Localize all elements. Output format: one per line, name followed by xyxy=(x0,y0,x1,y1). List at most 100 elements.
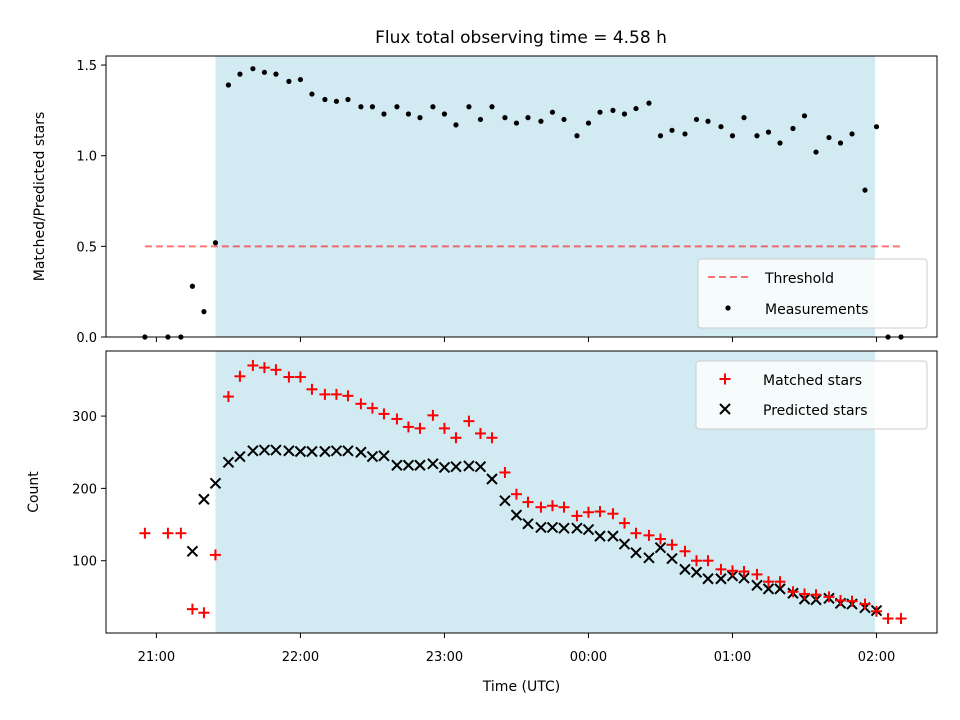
x-stroke xyxy=(558,522,570,534)
top-legend-box xyxy=(697,258,928,329)
measurement-point xyxy=(705,118,711,124)
matched-star-point xyxy=(342,390,354,402)
predicted-star-point xyxy=(762,583,775,595)
measurement-point xyxy=(417,115,423,121)
measurement-point xyxy=(718,124,724,130)
measurement-point xyxy=(813,149,819,155)
matched-star-point xyxy=(799,588,811,600)
x-stroke xyxy=(427,458,439,470)
legend-measurements-label: Measurements xyxy=(765,302,868,318)
x-stroke xyxy=(594,530,606,542)
x-stroke xyxy=(654,541,667,554)
predicted-star-point xyxy=(330,445,343,457)
matched-star-point xyxy=(643,529,655,541)
matched-star-point xyxy=(319,388,331,400)
x-stroke xyxy=(618,538,631,550)
x-stroke xyxy=(535,521,547,534)
top-legend: Threshold Measurements xyxy=(697,258,928,329)
measurements-series xyxy=(142,66,904,340)
predicted-star-point xyxy=(738,572,750,584)
x-stroke xyxy=(463,460,475,472)
top-y-tick-label: 1.0 xyxy=(76,150,97,165)
measurement-point xyxy=(513,120,520,126)
predicted-star-point xyxy=(510,509,523,521)
matched-star-point xyxy=(402,421,414,433)
top-y-tick-label: 1.5 xyxy=(76,59,97,74)
matched-star-point xyxy=(774,576,786,588)
predicted-star-point xyxy=(607,530,619,542)
matched-star-point xyxy=(679,545,691,557)
measurement-point xyxy=(633,105,639,112)
x-stroke xyxy=(719,403,731,415)
predicted-star-point xyxy=(571,522,583,534)
matched-star-point xyxy=(438,422,450,434)
x-stroke xyxy=(607,530,619,542)
x-stroke xyxy=(319,445,331,458)
matched-star-point xyxy=(186,603,198,615)
bottom-panel: 100 200 300 21:00 22:00 23:00 00:00 01:00 02:00… xyxy=(26,350,938,695)
matched-star-point xyxy=(690,555,702,567)
measurement-point xyxy=(837,140,844,146)
matched-star-point xyxy=(258,362,270,374)
predicted-star-point xyxy=(715,573,727,585)
x-stroke xyxy=(546,521,559,534)
matched-star-point xyxy=(751,568,763,580)
predicted-star-point xyxy=(438,461,451,474)
top-x-ticks xyxy=(155,337,878,342)
matched-star-point xyxy=(139,527,151,539)
chart-title: Flux total observing time = 4.58 h xyxy=(375,28,667,48)
matched-star-point xyxy=(330,388,342,400)
x-tick-label: 00:00 xyxy=(570,650,607,665)
measurement-point xyxy=(693,116,700,123)
measurement-point xyxy=(741,115,747,121)
measurement-point xyxy=(574,133,580,139)
matched-star-point xyxy=(823,591,835,603)
matched-star-point xyxy=(499,466,511,478)
matched-star-point xyxy=(726,565,738,577)
measurement-point xyxy=(201,309,207,315)
x-stroke xyxy=(402,459,415,471)
measurement-point xyxy=(754,133,760,139)
predicted-star-point xyxy=(535,521,547,534)
measurement-point xyxy=(453,122,459,128)
legend-measurements-swatch xyxy=(725,305,731,311)
measurement-point xyxy=(777,140,783,146)
measurement-point xyxy=(286,78,292,84)
x-tick-label: 01:00 xyxy=(714,650,751,665)
matched-star-point xyxy=(618,517,630,529)
measurement-point xyxy=(405,111,412,117)
measurement-point xyxy=(466,104,472,110)
measurement-point xyxy=(849,131,855,137)
x-stroke xyxy=(198,493,210,505)
measurement-point xyxy=(525,115,531,121)
matched-star-point xyxy=(762,576,774,588)
x-stroke xyxy=(294,445,307,458)
measurement-point xyxy=(502,115,508,121)
x-stroke xyxy=(643,552,655,564)
predicted-star-point xyxy=(643,552,655,564)
top-panel: 0.0 0.5 1.0 1.5 Matched/Predicted stars Thr… xyxy=(32,55,938,346)
top-y-ticks: 0.0 0.5 1.0 1.5 xyxy=(76,59,106,346)
measurement-point xyxy=(657,133,664,139)
matched-star-point xyxy=(391,413,403,425)
matched-star-point xyxy=(355,398,367,410)
measurement-point xyxy=(538,118,544,124)
legend-plus-marker xyxy=(719,373,731,385)
measurement-point xyxy=(212,240,219,246)
x-stroke xyxy=(366,450,379,463)
predicted-star-point xyxy=(222,456,235,469)
predicted-star-point xyxy=(474,460,487,473)
matched-star-point xyxy=(895,613,907,625)
x-stroke xyxy=(355,446,367,458)
x-axis-label: Time (UTC) xyxy=(482,679,560,695)
x-stroke xyxy=(378,450,390,462)
matched-star-point xyxy=(810,589,822,601)
x-tick-label: 02:00 xyxy=(858,650,895,665)
measurement-point xyxy=(237,71,243,77)
matched-star-point xyxy=(522,496,534,508)
bottom-y-tick-label: 100 xyxy=(72,555,97,570)
measurement-point xyxy=(430,104,436,110)
x-stroke xyxy=(209,477,222,490)
matched-star-point xyxy=(294,371,306,383)
